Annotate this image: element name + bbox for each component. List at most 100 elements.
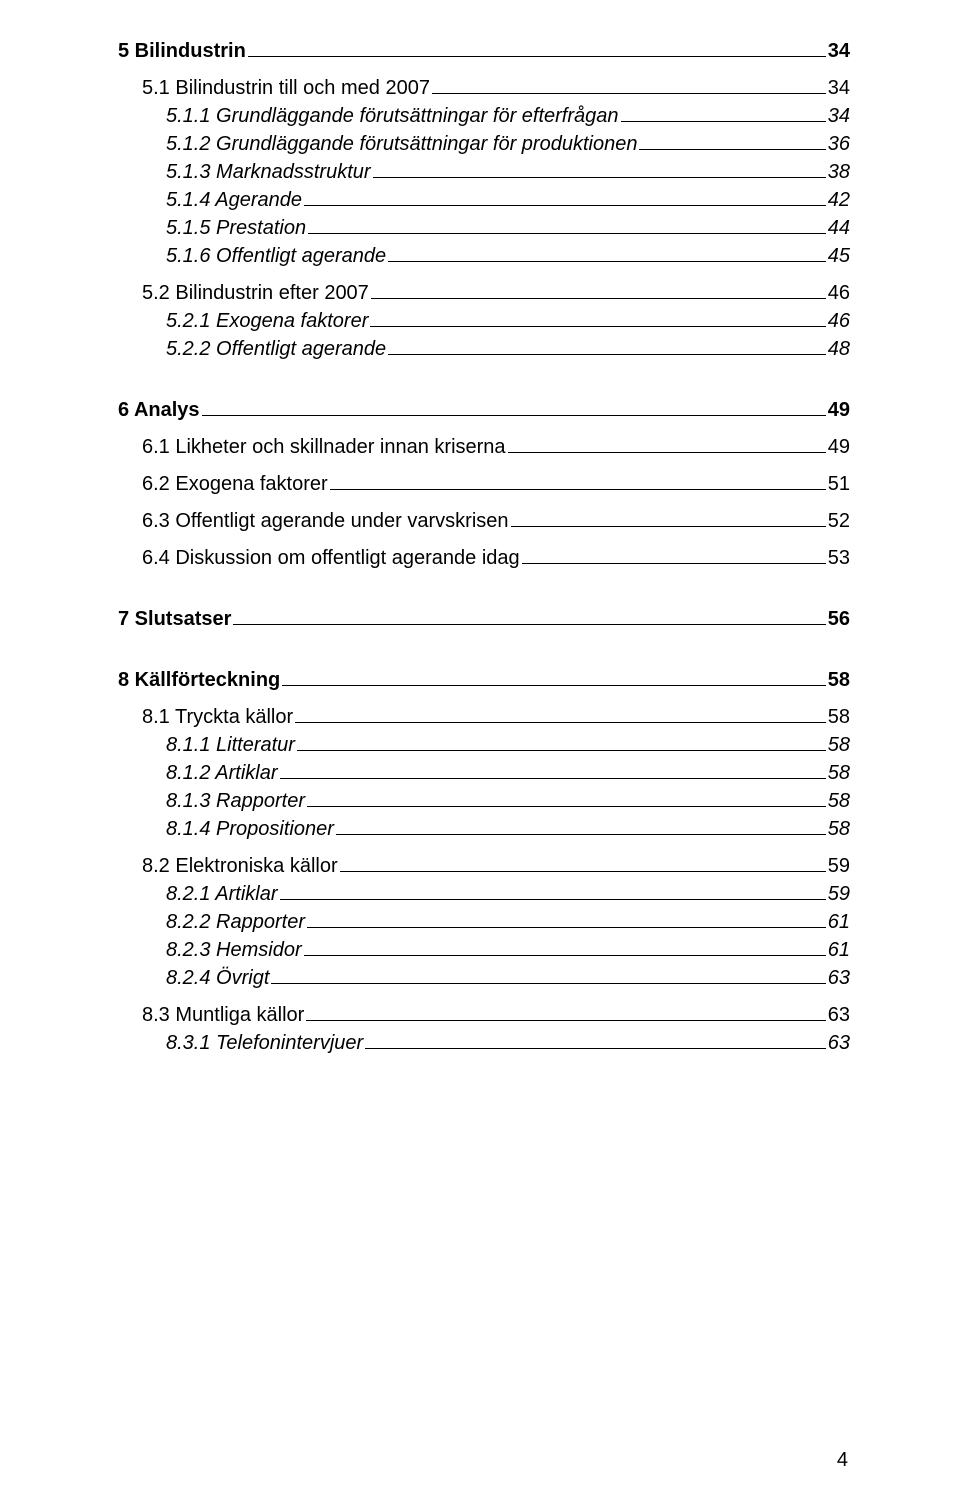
toc-leader-line [639, 136, 825, 150]
toc-entry: 5.1.3 Marknadsstruktur 38 [118, 161, 850, 184]
toc-leader-line [295, 709, 826, 723]
toc-leader-line [308, 220, 826, 234]
toc-entry: 8.3.1 Telefonintervjuer63 [118, 1032, 850, 1055]
toc-leader-line [621, 108, 826, 122]
toc-page-number: 58 [828, 734, 850, 757]
toc-label: 8.2.1 Artiklar [166, 883, 278, 906]
toc-label: 6.4 Diskussion om offentligt agerande id… [142, 547, 520, 570]
toc-leader-line [365, 1035, 826, 1049]
toc-entry: 7 Slutsatser 56 [118, 608, 850, 631]
toc-leader-line [371, 285, 826, 299]
toc-label: 7 Slutsatser [118, 608, 231, 631]
toc-page-number: 58 [828, 669, 850, 692]
toc-page-number: 52 [828, 510, 850, 533]
toc-label: 8.3 Muntliga källor [142, 1004, 304, 1027]
toc-label: 5.2.2 Offentligt agerande [166, 338, 386, 361]
toc-leader-line [330, 476, 826, 490]
toc-leader-line [297, 737, 826, 751]
toc-entry: 5.2.2 Offentligt agerande48 [118, 338, 850, 361]
toc-page-number: 34 [828, 40, 850, 63]
toc-leader-line [388, 248, 826, 262]
toc-leader-line [304, 942, 826, 956]
toc-leader-line [336, 821, 826, 835]
toc-page-number: 46 [828, 310, 850, 333]
table-of-contents: 5 Bilindustrin345.1 Bilindustrin till oc… [118, 40, 850, 1055]
toc-leader-line [340, 858, 826, 872]
toc-label: 8.2.2 Rapporter [166, 911, 305, 934]
toc-label: 5 Bilindustrin [118, 40, 246, 63]
toc-entry: 8.2.1 Artiklar59 [118, 883, 850, 906]
toc-leader-line [511, 513, 826, 527]
toc-label: 6.2 Exogena faktorer [142, 473, 328, 496]
toc-page-number: 34 [828, 77, 850, 100]
toc-leader-line [304, 192, 826, 206]
toc-entry: 8.2.3 Hemsidor 61 [118, 939, 850, 962]
toc-entry: 8.1.3 Rapporter58 [118, 790, 850, 813]
toc-page-number: 49 [828, 399, 850, 422]
toc-label: 5.2 Bilindustrin efter 2007 [142, 282, 369, 305]
toc-leader-line [307, 793, 826, 807]
toc-leader-line [233, 611, 825, 625]
toc-label: 6.3 Offentligt agerande under varvskrise… [142, 510, 509, 533]
toc-label: 8.1 Tryckta källor [142, 706, 293, 729]
toc-entry: 5.1.6 Offentligt agerande 45 [118, 245, 850, 268]
toc-entry: 5.1.5 Prestation 44 [118, 217, 850, 240]
toc-label: 5.1.2 Grundläggande förutsättningar för … [166, 133, 637, 156]
toc-entry: 5.1 Bilindustrin till och med 200734 [118, 77, 850, 100]
toc-leader-line [522, 550, 826, 564]
toc-leader-line [432, 80, 826, 94]
toc-entry: 8.2 Elektroniska källor59 [118, 855, 850, 878]
page: 5 Bilindustrin345.1 Bilindustrin till oc… [0, 0, 960, 1498]
toc-entry: 5 Bilindustrin 34 [118, 40, 850, 63]
toc-entry: 5.1.1 Grundläggande förutsättningar för … [118, 105, 850, 128]
toc-leader-line [271, 970, 825, 984]
toc-entry: 5.1.4 Agerande42 [118, 189, 850, 212]
toc-label: 8.2 Elektroniska källor [142, 855, 338, 878]
toc-page-number: 58 [828, 790, 850, 813]
toc-page-number: 53 [828, 547, 850, 570]
toc-label: 8.2.3 Hemsidor [166, 939, 302, 962]
toc-page-number: 58 [828, 762, 850, 785]
toc-page-number: 56 [828, 608, 850, 631]
toc-entry: 8.2.4 Övrigt 63 [118, 967, 850, 990]
toc-leader-line [202, 402, 826, 416]
toc-leader-line [508, 439, 826, 453]
toc-entry: 8.1.4 Propositioner58 [118, 818, 850, 841]
toc-page-number: 49 [828, 436, 850, 459]
toc-label: 6.1 Likheter och skillnader innan kriser… [142, 436, 506, 459]
toc-label: 8.1.1 Litteratur [166, 734, 295, 757]
toc-entry: 5.2 Bilindustrin efter 2007 46 [118, 282, 850, 305]
toc-entry: 8.1.1 Litteratur 58 [118, 734, 850, 757]
toc-page-number: 63 [828, 967, 850, 990]
toc-leader-line [388, 341, 826, 355]
toc-page-number: 44 [828, 217, 850, 240]
toc-label: 5.1.3 Marknadsstruktur [166, 161, 371, 184]
toc-label: 5.1.5 Prestation [166, 217, 306, 240]
toc-page-number: 61 [828, 939, 850, 962]
toc-entry: 6.4 Diskussion om offentligt agerande id… [118, 547, 850, 570]
toc-entry: 5.1.2 Grundläggande förutsättningar för … [118, 133, 850, 156]
toc-leader-line [280, 765, 826, 779]
toc-page-number: 45 [828, 245, 850, 268]
toc-label: 8.2.4 Övrigt [166, 967, 269, 990]
toc-leader-line [307, 914, 826, 928]
toc-label: 5.1.6 Offentligt agerande [166, 245, 386, 268]
toc-leader-line [282, 672, 825, 686]
toc-label: 6 Analys [118, 399, 200, 422]
toc-page-number: 38 [828, 161, 850, 184]
toc-page-number: 51 [828, 473, 850, 496]
toc-entry: 8.2.2 Rapporter 61 [118, 911, 850, 934]
toc-entry: 8 Källförteckning 58 [118, 669, 850, 692]
toc-page-number: 61 [828, 911, 850, 934]
toc-label: 8.3.1 Telefonintervjuer [166, 1032, 363, 1055]
toc-page-number: 58 [828, 706, 850, 729]
toc-leader-line [248, 43, 826, 57]
toc-entry: 8.1.2 Artiklar58 [118, 762, 850, 785]
toc-page-number: 46 [828, 282, 850, 305]
toc-entry: 6.3 Offentligt agerande under varvskrise… [118, 510, 850, 533]
toc-entry: 6.1 Likheter och skillnader innan kriser… [118, 436, 850, 459]
toc-label: 5.1.1 Grundläggande förutsättningar för … [166, 105, 619, 128]
toc-label: 8 Källförteckning [118, 669, 280, 692]
toc-page-number: 34 [828, 105, 850, 128]
toc-leader-line [306, 1007, 825, 1021]
